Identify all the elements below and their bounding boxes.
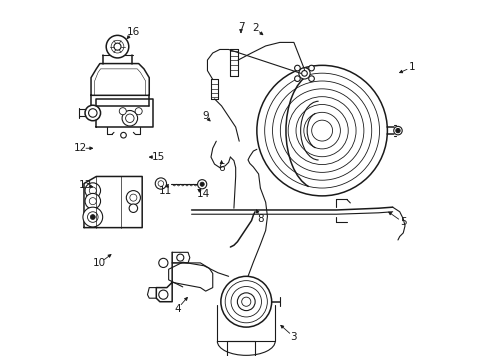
Text: 9: 9 (202, 112, 208, 121)
Text: 11: 11 (158, 186, 171, 195)
Circle shape (395, 129, 399, 133)
Text: 10: 10 (93, 258, 106, 268)
Circle shape (85, 193, 101, 209)
Text: 4: 4 (174, 304, 181, 314)
Circle shape (89, 187, 96, 194)
Circle shape (129, 204, 137, 212)
Text: 8: 8 (257, 214, 263, 224)
Text: 7: 7 (237, 22, 244, 32)
Circle shape (135, 108, 142, 115)
Circle shape (122, 111, 137, 126)
Text: 13: 13 (79, 180, 92, 190)
Circle shape (126, 190, 140, 205)
Circle shape (197, 180, 206, 189)
Text: 5: 5 (399, 217, 406, 227)
Circle shape (241, 297, 250, 306)
Circle shape (87, 212, 98, 222)
Circle shape (155, 178, 166, 189)
Circle shape (176, 254, 183, 261)
Text: 1: 1 (408, 62, 414, 72)
Circle shape (159, 258, 167, 267)
Circle shape (106, 35, 128, 58)
Text: 3: 3 (290, 332, 297, 342)
Circle shape (111, 40, 123, 53)
Circle shape (221, 276, 271, 327)
Circle shape (308, 65, 314, 71)
Circle shape (158, 181, 163, 186)
Circle shape (159, 290, 167, 299)
Circle shape (256, 66, 386, 196)
Circle shape (90, 215, 95, 220)
Text: 16: 16 (126, 27, 140, 37)
Text: 14: 14 (197, 189, 210, 199)
Circle shape (85, 105, 101, 121)
Circle shape (130, 194, 137, 201)
Circle shape (298, 68, 309, 79)
Text: 6: 6 (218, 163, 224, 173)
Circle shape (88, 109, 97, 117)
Circle shape (294, 65, 300, 71)
Circle shape (121, 132, 126, 138)
Text: 2: 2 (251, 23, 258, 33)
Circle shape (294, 76, 300, 81)
Circle shape (114, 43, 121, 50)
Circle shape (119, 108, 126, 115)
Circle shape (308, 76, 314, 81)
Text: 15: 15 (151, 152, 164, 162)
Circle shape (393, 126, 401, 135)
Circle shape (89, 198, 96, 205)
Circle shape (85, 183, 101, 198)
Circle shape (83, 207, 102, 227)
Circle shape (237, 293, 255, 311)
Circle shape (200, 182, 204, 186)
Text: 12: 12 (74, 143, 87, 153)
Circle shape (301, 71, 306, 76)
Circle shape (125, 114, 134, 122)
